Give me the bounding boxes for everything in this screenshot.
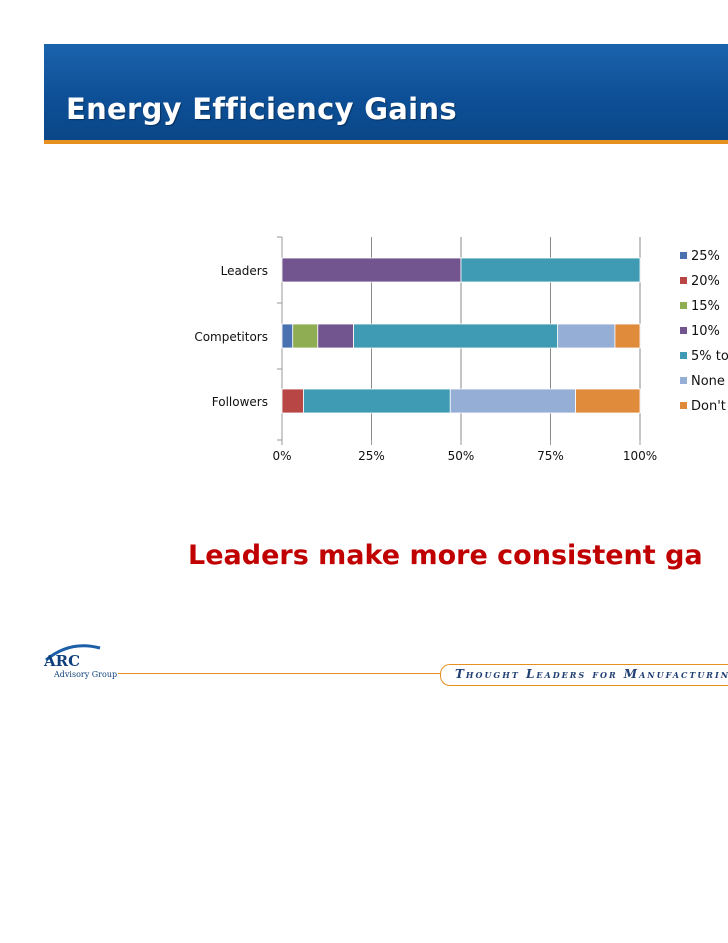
x-tick-label: 50% [448,449,475,463]
bar-segment-leaders-4 [460,257,641,283]
bar-segment-followers-4 [303,388,451,414]
logo-subtitle: Advisory Group [53,670,117,679]
bar-segment-followers-1 [281,388,304,414]
legend-swatch [680,302,687,309]
legend-label: 25% [691,249,720,264]
legend-label: Don't [691,399,726,414]
category-label: Followers [212,395,268,409]
footer-rule [118,673,728,674]
bar-segment-competitors-4 [353,323,559,349]
title-bar [44,44,728,144]
bar-segment-competitors-5 [557,323,616,349]
x-tick-label: 100% [623,449,657,463]
legend-swatch [680,327,687,334]
slide-title: Energy Efficiency Gains [66,92,457,126]
bar-segment-leaders-3 [281,257,462,283]
bar-segment-competitors-0 [281,323,294,349]
logo-arc-swoosh [45,644,101,662]
legend-label: 5% to [691,349,728,364]
legend-swatch [680,402,687,409]
x-tick-label: 25% [358,449,385,463]
legend-label: 10% [691,324,720,339]
bar-segment-competitors-6 [614,323,641,349]
legend-swatch [680,377,687,384]
legend-label: 15% [691,299,720,314]
bar-segment-followers-5 [449,388,576,414]
x-tick-label: 0% [272,449,291,463]
x-tick-label: 75% [537,449,564,463]
title-accent-line [44,140,728,144]
arc-logo: ARC Advisory Group [43,644,117,679]
legend-swatch [680,252,687,259]
legend-label: None [691,374,725,389]
tagline: Leaders make more consistent ga [188,540,703,571]
bar-segment-competitors-2 [292,323,319,349]
bar-segment-competitors-3 [317,323,354,349]
legend-swatch [680,277,687,284]
category-label: Leaders [221,264,268,278]
logo-arc-text: ARC [43,652,80,670]
footer-banner-text: Thought Leaders for Manufacturing & Supp… [455,667,728,681]
bar-segment-followers-6 [575,388,641,414]
footer-banner [440,664,728,686]
legend-label: 20% [691,274,720,289]
category-label: Competitors [194,330,268,344]
legend-swatch [680,352,687,359]
